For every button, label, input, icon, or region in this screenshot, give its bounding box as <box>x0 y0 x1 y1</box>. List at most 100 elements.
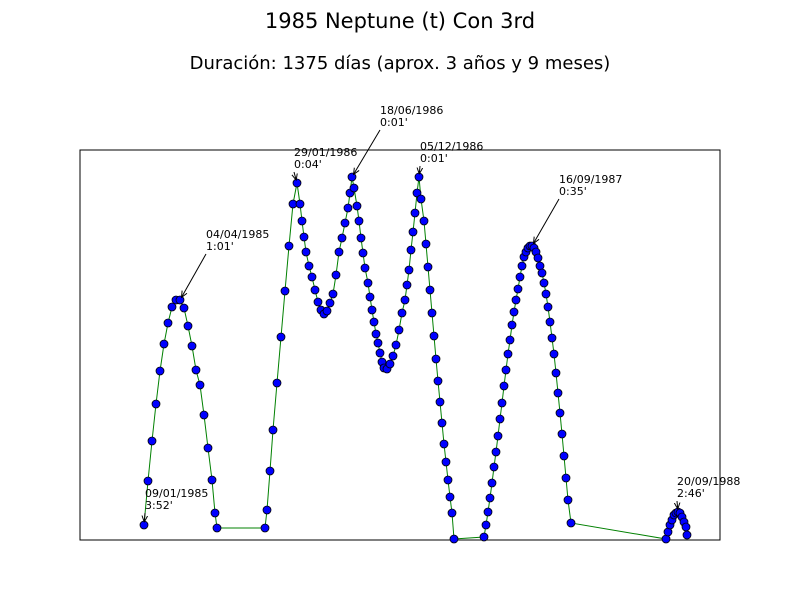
annotation-time: 2:46' <box>677 487 705 500</box>
data-point <box>310 285 320 295</box>
data-point <box>445 492 455 502</box>
data-point <box>284 241 294 251</box>
data-point <box>557 429 567 439</box>
chart-subtitle: Duración: 1375 días (aprox. 3 años y 9 m… <box>190 53 611 74</box>
annotation-date: 29/01/1986 <box>294 146 357 159</box>
data-point <box>493 431 503 441</box>
annotation-time: 3:52' <box>145 499 173 512</box>
data-point <box>388 351 398 361</box>
annotation-time: 0:35' <box>559 185 587 198</box>
data-point <box>212 523 222 533</box>
data-point <box>175 295 185 305</box>
data-point <box>439 439 449 449</box>
data-point <box>441 457 451 467</box>
data-point <box>513 284 523 294</box>
data-point <box>539 278 549 288</box>
data-point <box>207 475 217 485</box>
data-point <box>412 188 422 198</box>
data-point <box>541 289 551 299</box>
data-point <box>566 518 576 528</box>
data-point <box>391 340 401 350</box>
data-point <box>358 248 368 258</box>
data-point <box>515 272 525 282</box>
data-point <box>563 495 573 505</box>
annotation-arrow <box>144 512 145 522</box>
data-point <box>517 261 527 271</box>
data-point <box>367 305 377 315</box>
data-point <box>682 530 692 540</box>
data-point <box>363 278 373 288</box>
data-point <box>262 505 272 515</box>
data-point <box>404 265 414 275</box>
data-point <box>533 253 543 263</box>
data-point <box>276 332 286 342</box>
data-point <box>313 297 323 307</box>
data-point <box>537 268 547 278</box>
data-point <box>199 410 209 420</box>
data-point <box>437 418 447 428</box>
data-point <box>272 378 282 388</box>
data-point <box>151 399 161 409</box>
data-point <box>495 414 505 424</box>
data-point <box>349 183 359 193</box>
data-point <box>191 365 201 375</box>
data-point <box>483 507 493 517</box>
data-point <box>491 447 501 457</box>
data-point <box>369 317 379 327</box>
data-point <box>509 307 519 317</box>
data-point <box>343 203 353 213</box>
data-point <box>143 476 153 486</box>
data-point <box>511 295 521 305</box>
data-point <box>406 245 416 255</box>
data-point <box>543 302 553 312</box>
data-point <box>307 272 317 282</box>
data-point <box>352 201 362 211</box>
annotation-date: 04/04/1985 <box>206 228 269 241</box>
data-point <box>179 303 189 313</box>
data-point <box>210 508 220 518</box>
data-point <box>505 335 515 345</box>
data-point <box>553 388 563 398</box>
data-point <box>410 208 420 218</box>
data-point <box>481 520 491 530</box>
data-point <box>295 199 305 209</box>
data-point <box>547 333 557 343</box>
data-point <box>365 292 375 302</box>
data-point <box>435 397 445 407</box>
data-point <box>328 289 338 299</box>
annotation-date: 09/01/1985 <box>145 487 208 500</box>
data-point <box>265 466 275 476</box>
data-point <box>489 462 499 472</box>
data-point <box>400 295 410 305</box>
data-point <box>429 331 439 341</box>
data-point <box>499 381 509 391</box>
annotation-time: 1:01' <box>206 240 234 253</box>
plot-frame <box>79 149 721 541</box>
data-point <box>551 368 561 378</box>
data-point <box>423 262 433 272</box>
data-point <box>139 520 149 530</box>
annotation-arrow <box>294 171 296 180</box>
annotation-date: 16/09/1987 <box>559 173 622 186</box>
data-point <box>431 354 441 364</box>
data-point <box>340 218 350 228</box>
data-point <box>163 318 173 328</box>
data-point <box>549 349 559 359</box>
data-point <box>447 508 457 518</box>
data-point <box>507 320 517 330</box>
data-point <box>260 523 270 533</box>
annotation-date: 20/09/1988 <box>677 475 740 488</box>
chart-title: 1985 Neptune (t) Con 3rd <box>265 9 535 33</box>
data-point <box>360 263 370 273</box>
data-point <box>159 339 169 349</box>
data-point <box>419 216 429 226</box>
annotation-time: 0:04' <box>294 158 322 171</box>
annotation-time: 0:01' <box>380 116 408 129</box>
annotation-date: 18/06/1986 <box>380 104 443 117</box>
data-point <box>301 247 311 257</box>
data-point <box>501 365 511 375</box>
annotation-arrow <box>181 253 207 297</box>
data-point <box>347 172 357 182</box>
data-point <box>331 270 341 280</box>
data-point <box>375 348 385 358</box>
